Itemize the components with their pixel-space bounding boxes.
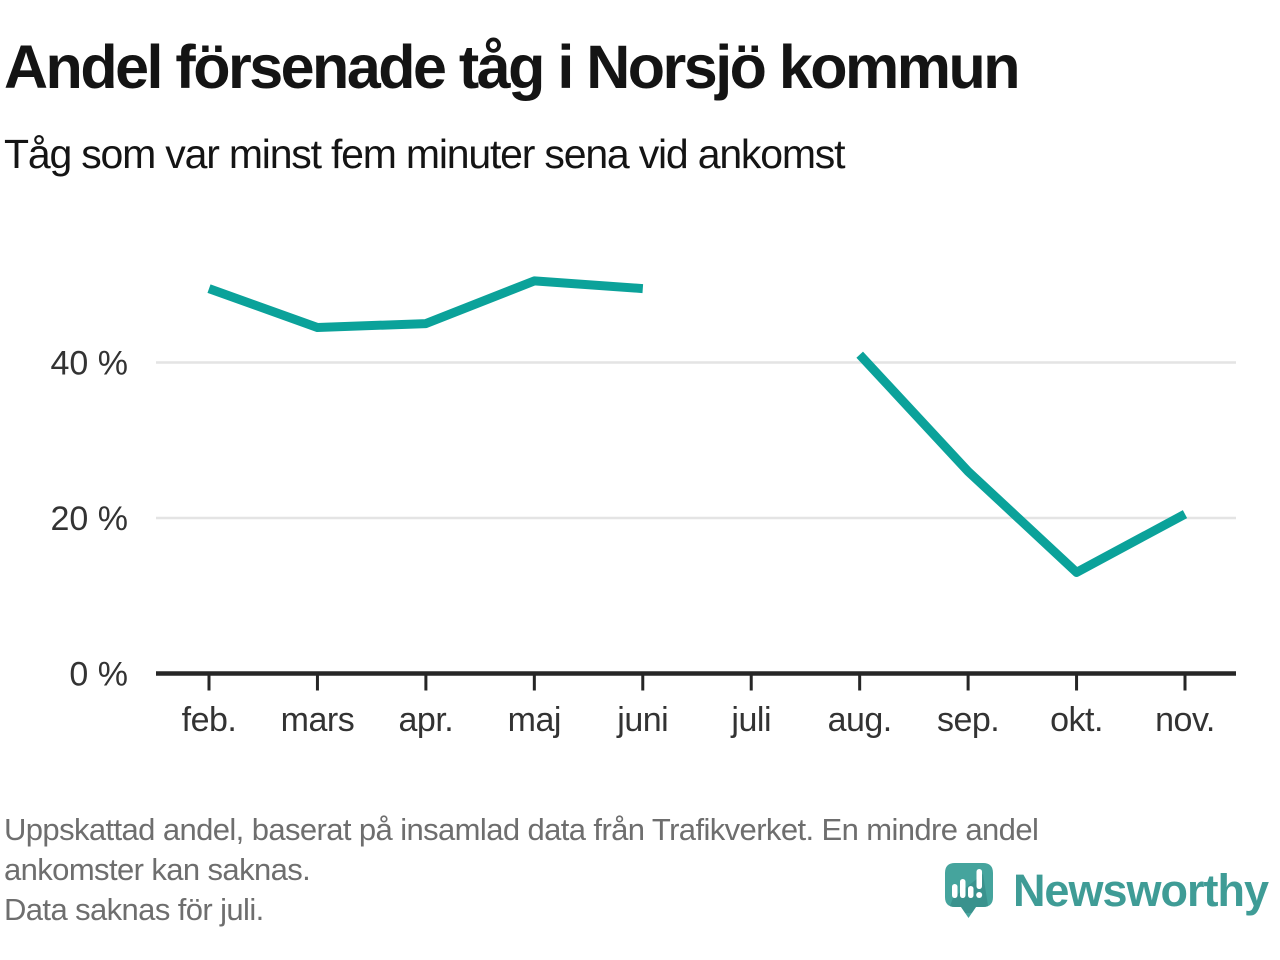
x-axis-label-apr: apr. <box>399 701 454 739</box>
y-axis-label-0: 0 % <box>69 656 128 694</box>
x-axis-label-nov: nov. <box>1155 701 1215 739</box>
x-axis-label-aug: aug. <box>828 701 892 739</box>
chart-subtitle: Tåg som var minst fem minuter sena vid a… <box>4 131 845 177</box>
newsworthy-speech-bubble-bars-icon <box>944 863 993 918</box>
data-line-segment-2 <box>856 351 1188 577</box>
x-axis-label-maj: maj <box>508 701 561 739</box>
x-axis-label-juli: juli <box>730 701 771 739</box>
source-note-line: Uppskattad andel, baserat på insamlad da… <box>4 812 1039 847</box>
x-axis-label-juni: juni <box>616 701 668 739</box>
source-note-line: ankomster kan saknas. <box>4 852 311 887</box>
data-line-segment-1 <box>207 276 644 332</box>
chart-title: Andel försenade tåg i Norsjö kommun <box>4 33 1021 101</box>
x-axis-label-feb: feb. <box>182 701 237 739</box>
brand-wordmark: Newsworthy <box>1012 865 1269 916</box>
x-axis-label-sep: sep. <box>937 701 999 739</box>
source-note-line: Data saknas för juli. <box>4 892 264 927</box>
y-axis-label-20: 20 % <box>51 500 129 538</box>
y-axis-label-40: 40 % <box>51 345 129 383</box>
x-axis-label-mars: mars <box>281 701 355 739</box>
x-axis-label-okt: okt. <box>1050 701 1103 739</box>
logo-bar-chart-glyph <box>951 869 983 898</box>
newsworthy-logo: Newsworthy <box>943 862 1269 920</box>
source-note: Uppskattad andel, baserat på insamlad da… <box>4 810 1274 930</box>
